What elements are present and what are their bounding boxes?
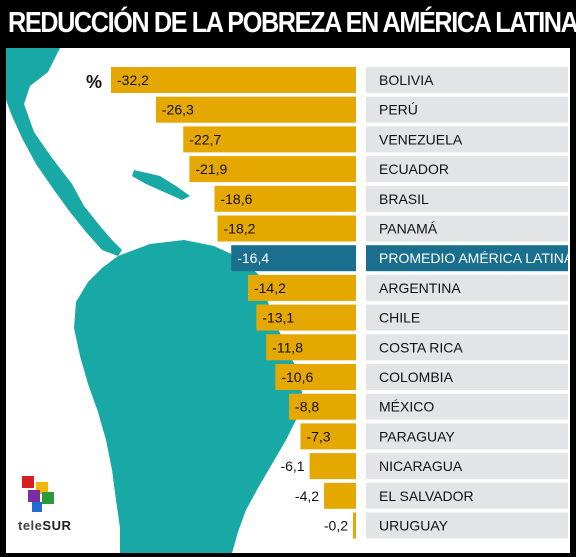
- bar-el-salvador: [324, 482, 356, 509]
- bar-promedio-america-latina: [231, 245, 356, 272]
- category-label-bg-brasil: [366, 185, 568, 212]
- value-label-mexico: -8,8: [295, 399, 319, 415]
- category-label-bg-mexico: [366, 393, 568, 420]
- value-label-ecuador: -21,9: [195, 161, 227, 177]
- category-label-ecuador: ECUADOR: [379, 161, 449, 177]
- category-label-argentina: ARGENTINA: [379, 280, 461, 296]
- brand-name-bold: SUR: [42, 518, 72, 533]
- category-label-bg-venezuela: [366, 126, 568, 153]
- category-label-venezuela: VENEZUELA: [379, 131, 463, 147]
- category-label-bg-colombia: [366, 364, 568, 390]
- value-label-brasil: -18,6: [220, 191, 252, 207]
- title-bar: REDUCCIÓN DE LA POBREZA EN AMÉRICA LATIN…: [0, 0, 576, 48]
- category-label-panama: PANAMÁ: [379, 221, 438, 237]
- category-label-bg-peru: [366, 96, 568, 123]
- value-label-costa-rica: -11,8: [272, 339, 303, 355]
- category-label-bg-costa-rica: [366, 334, 568, 361]
- category-label-promedio-america-latina: PROMEDIO AMÉRICA LATINA: [379, 250, 574, 266]
- category-label-colombia: COLOMBIA: [379, 369, 454, 385]
- bar-colombia: [275, 364, 356, 390]
- chart-title: REDUCCIÓN DE LA POBREZA EN AMÉRICA LATIN…: [8, 7, 576, 39]
- category-label-uruguay: URUGUAY: [379, 518, 449, 534]
- bar-argentina: [247, 274, 356, 301]
- map-mexico-central-america: [6, 48, 122, 256]
- value-label-chile: -13,1: [262, 310, 294, 326]
- bar-peru: [155, 96, 356, 123]
- category-label-bolivia: BOLIVIA: [379, 72, 434, 88]
- bar-ecuador: [189, 156, 356, 183]
- bar-venezuela: [183, 126, 356, 153]
- latin-america-map: [6, 48, 302, 553]
- value-label-paraguay: -7,3: [306, 428, 330, 444]
- category-label-el-salvador: EL SALVADOR: [379, 488, 474, 504]
- category-label-bg-el-salvador: [366, 482, 568, 509]
- category-label-bg-panama: [366, 215, 568, 242]
- bar-panama: [217, 215, 356, 242]
- bar-bolivia: [111, 67, 356, 93]
- bar-mexico: [289, 393, 356, 420]
- map-caribbean-islands: [132, 170, 190, 200]
- value-label-venezuela: -22,7: [189, 131, 221, 147]
- category-label-bg-uruguay: [366, 512, 568, 539]
- category-label-chile: CHILE: [379, 310, 420, 326]
- telesur-logo-icon: [22, 476, 54, 512]
- category-label-mexico: MÉXICO: [379, 399, 434, 415]
- value-label-bolivia: -32,2: [117, 72, 149, 88]
- category-label-brasil: BRASIL: [379, 191, 429, 207]
- category-labels-group: BOLIVIA PERÚ VENEZUELA ECUADOR BRASIL PANAMÁ P…: [366, 67, 574, 539]
- category-label-peru: PERÚ: [379, 102, 418, 118]
- value-label-panama: -18,2: [224, 221, 256, 237]
- bar-brasil: [214, 185, 356, 212]
- value-label-uruguay: -0,2: [324, 518, 348, 534]
- category-label-costa-rica: COSTA RICA: [379, 339, 463, 355]
- value-label-argentina: -14,2: [254, 280, 286, 296]
- unit-label: %: [86, 72, 102, 92]
- category-label-bg-nicaragua: [366, 453, 568, 480]
- brand-name-light: tele: [18, 518, 43, 533]
- bar-chile: [256, 304, 356, 331]
- bar-uruguay: [353, 512, 356, 539]
- category-label-bg-argentina: [366, 274, 568, 301]
- bars-group: -32,2 -26,3 -22,7 -21,9 -18,6 -18,2 -16,4 -14,2…: [111, 67, 356, 539]
- category-label-bg-paraguay: [366, 423, 568, 450]
- category-label-paraguay: PARAGUAY: [379, 428, 455, 444]
- category-label-nicaragua: NICARAGUA: [379, 458, 463, 474]
- category-label-bg-bolivia: [366, 67, 568, 93]
- value-label-promedio-america-latina: -16,4: [237, 250, 269, 266]
- category-label-bg-ecuador: [366, 156, 568, 183]
- bar-paraguay: [300, 423, 356, 450]
- value-label-peru: -26,3: [162, 102, 194, 118]
- value-label-el-salvador: -4,2: [295, 488, 319, 504]
- category-label-bg-chile: [366, 304, 568, 331]
- bar-nicaragua: [309, 453, 356, 480]
- category-label-bg-promedio-america-latina: [366, 245, 568, 272]
- value-label-nicaragua: -6,1: [280, 458, 304, 474]
- value-label-colombia: -10,6: [281, 369, 313, 385]
- bar-costa-rica: [266, 334, 356, 361]
- map-south-america: [74, 240, 302, 553]
- brand-name: teleSUR: [18, 518, 71, 533]
